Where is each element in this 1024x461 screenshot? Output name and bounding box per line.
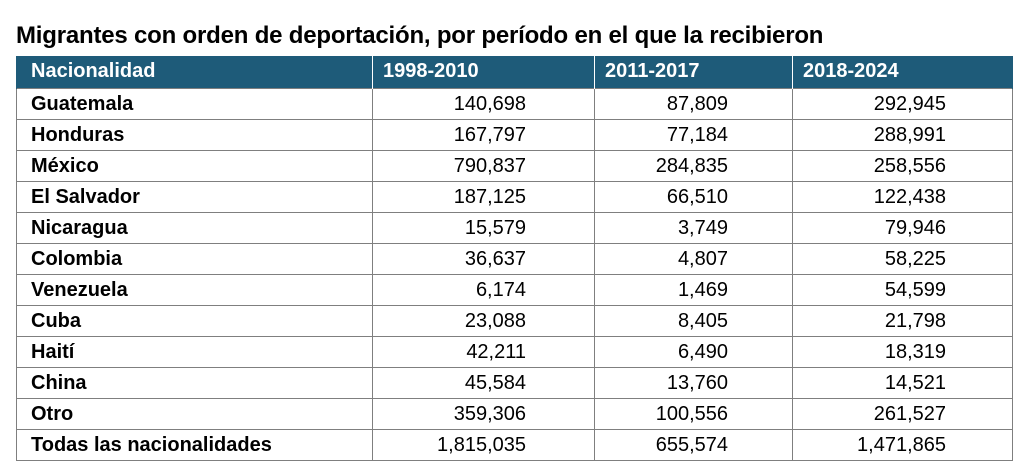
table-row: Haití 42,211 6,490 18,319 [16, 335, 1013, 368]
column-header-2011-2017: 2011-2017 [594, 56, 793, 88]
cell-2011-2017: 8,405 [594, 304, 793, 337]
cell-1998-2010: 42,211 [372, 335, 595, 368]
cell-2011-2017: 77,184 [594, 118, 793, 151]
cell-nacionalidad: Haití [16, 335, 373, 368]
column-header-2018-2024: 2018-2024 [792, 56, 1013, 88]
table-row: Venezuela 6,174 1,469 54,599 [16, 273, 1013, 306]
cell-2018-2024: 122,438 [792, 180, 1013, 213]
cell-1998-2010: 359,306 [372, 397, 595, 430]
cell-2011-2017: 284,835 [594, 149, 793, 182]
cell-1998-2010: 1,815,035 [372, 428, 595, 461]
cell-nacionalidad: México [16, 149, 373, 182]
cell-1998-2010: 6,174 [372, 273, 595, 306]
table-body: Guatemala 140,698 87,809 292,945 Honduras 167… [16, 87, 1013, 461]
cell-2011-2017: 655,574 [594, 428, 793, 461]
cell-2018-2024: 292,945 [792, 87, 1013, 120]
table-row: Colombia 36,637 4,807 58,225 [16, 242, 1013, 275]
table-title: Migrantes con orden de deportación, por … [16, 22, 824, 49]
cell-2018-2024: 261,527 [792, 397, 1013, 430]
column-header-nacionalidad: Nacionalidad [16, 56, 373, 88]
cell-nacionalidad: China [16, 366, 373, 399]
cell-nacionalidad: Cuba [16, 304, 373, 337]
cell-nacionalidad: Venezuela [16, 273, 373, 306]
cell-2018-2024: 288,991 [792, 118, 1013, 151]
cell-nacionalidad: Guatemala [16, 87, 373, 120]
cell-2018-2024: 18,319 [792, 335, 1013, 368]
cell-2011-2017: 6,490 [594, 335, 793, 368]
cell-2011-2017: 3,749 [594, 211, 793, 244]
cell-nacionalidad: El Salvador [16, 180, 373, 213]
cell-2018-2024: 58,225 [792, 242, 1013, 275]
cell-1998-2010: 790,837 [372, 149, 595, 182]
cell-2011-2017: 66,510 [594, 180, 793, 213]
cell-1998-2010: 15,579 [372, 211, 595, 244]
table-row: Otro 359,306 100,556 261,527 [16, 397, 1013, 430]
cell-nacionalidad: Honduras [16, 118, 373, 151]
cell-2011-2017: 87,809 [594, 87, 793, 120]
cell-2011-2017: 13,760 [594, 366, 793, 399]
header-row: Nacionalidad 1998-2010 2011-2017 2018-20… [16, 56, 1013, 88]
cell-2018-2024: 1,471,865 [792, 428, 1013, 461]
table-row: Todas las nacionalidades 1,815,035 655,574… [16, 428, 1013, 461]
table-row: Guatemala 140,698 87,809 292,945 [16, 87, 1013, 120]
cell-2011-2017: 1,469 [594, 273, 793, 306]
table-row: China 45,584 13,760 14,521 [16, 366, 1013, 399]
table-row: El Salvador 187,125 66,510 122,438 [16, 180, 1013, 213]
cell-2011-2017: 100,556 [594, 397, 793, 430]
table-header: Nacionalidad 1998-2010 2011-2017 2018-20… [16, 56, 1013, 88]
cell-1998-2010: 23,088 [372, 304, 595, 337]
cell-1998-2010: 187,125 [372, 180, 595, 213]
table-row: Honduras 167,797 77,184 288,991 [16, 118, 1013, 151]
cell-nacionalidad: Colombia [16, 242, 373, 275]
cell-2011-2017: 4,807 [594, 242, 793, 275]
cell-2018-2024: 258,556 [792, 149, 1013, 182]
cell-2018-2024: 54,599 [792, 273, 1013, 306]
cell-nacionalidad: Todas las nacionalidades [16, 428, 373, 461]
column-header-1998-2010: 1998-2010 [372, 56, 595, 88]
deportation-orders-table: Nacionalidad 1998-2010 2011-2017 2018-20… [16, 56, 1013, 461]
cell-1998-2010: 36,637 [372, 242, 595, 275]
cell-2018-2024: 79,946 [792, 211, 1013, 244]
table-row: Cuba 23,088 8,405 21,798 [16, 304, 1013, 337]
table-row: Nicaragua 15,579 3,749 79,946 [16, 211, 1013, 244]
cell-1998-2010: 167,797 [372, 118, 595, 151]
cell-1998-2010: 140,698 [372, 87, 595, 120]
cell-nacionalidad: Otro [16, 397, 373, 430]
cell-1998-2010: 45,584 [372, 366, 595, 399]
cell-2018-2024: 21,798 [792, 304, 1013, 337]
cell-2018-2024: 14,521 [792, 366, 1013, 399]
table-row: México 790,837 284,835 258,556 [16, 149, 1013, 182]
cell-nacionalidad: Nicaragua [16, 211, 373, 244]
